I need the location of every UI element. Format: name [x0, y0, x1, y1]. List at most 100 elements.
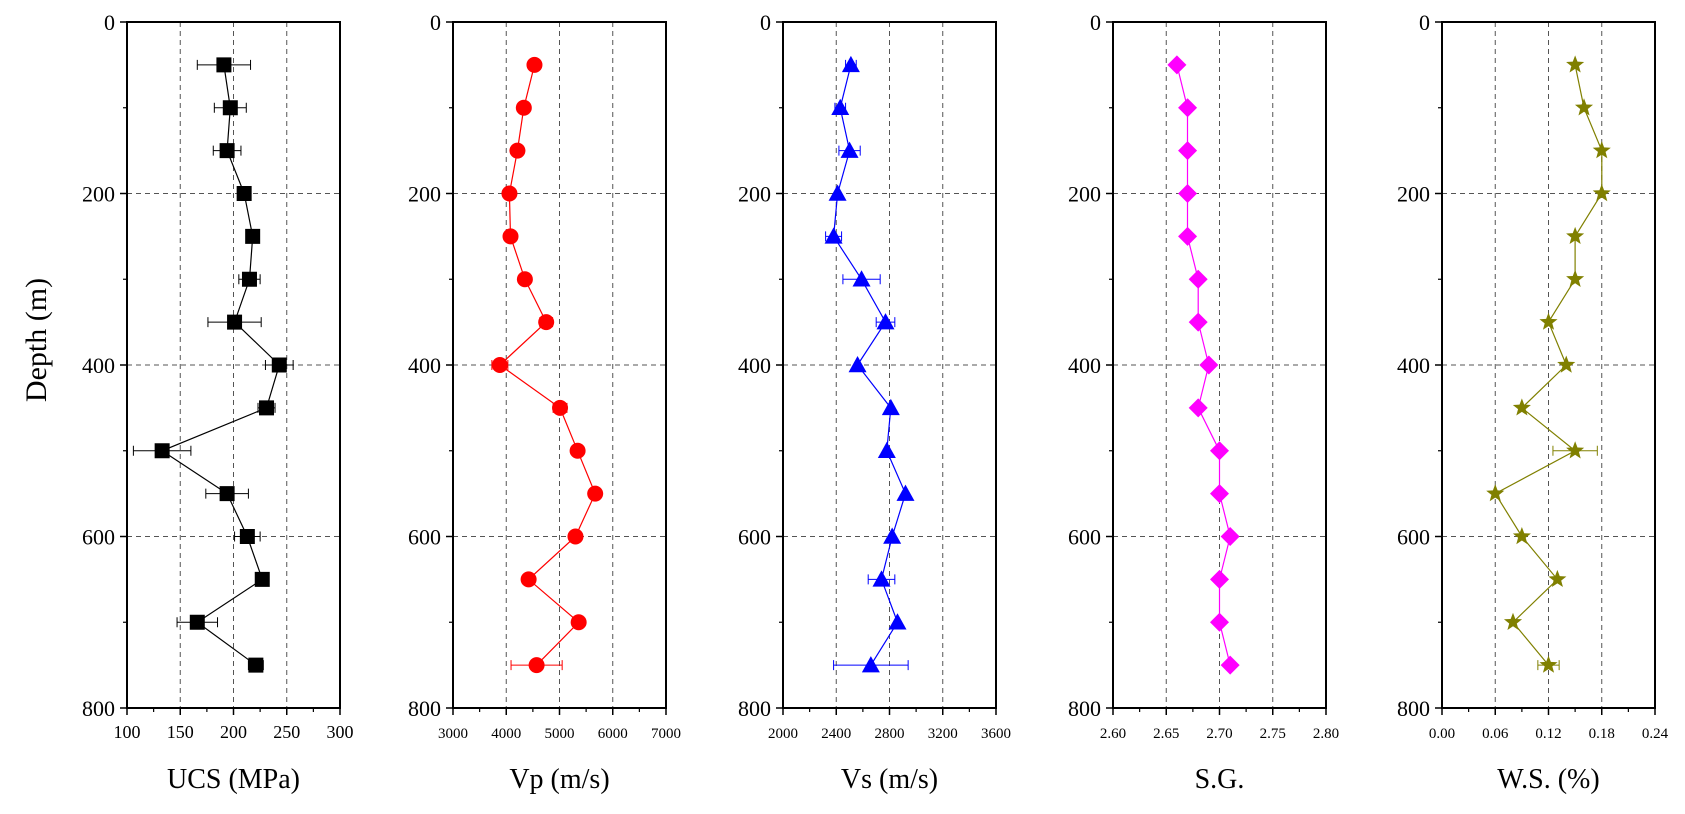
data-point	[248, 657, 264, 673]
x-tick-label: 4000	[491, 726, 521, 742]
data-point	[876, 313, 895, 330]
y-axis-label: Depth (m)	[20, 278, 53, 402]
data-point	[154, 443, 170, 459]
x-tick-label: 0.00	[1429, 726, 1455, 742]
data-point	[236, 186, 252, 201]
data-point	[570, 614, 587, 631]
chart-panel-4: 2.60 2.65 2.70 2.75 2.80 0 200 400 600 800 S.G.	[1068, 10, 1339, 795]
data-point	[1178, 226, 1198, 246]
chart-panel-2: 3000 4000 5000 6000 7000 0 200 400 600 800 Vp (m/s…	[408, 10, 681, 795]
data-point	[1512, 527, 1531, 545]
x-tick-label: 250	[273, 722, 300, 742]
data-point	[1210, 441, 1229, 461]
data-point	[587, 485, 604, 502]
data-point	[896, 484, 915, 501]
y-tick-label: 0	[1090, 10, 1101, 35]
x-tick-label: 200	[220, 722, 247, 742]
data-point	[241, 271, 257, 287]
data-point	[1486, 484, 1505, 502]
y-tick-label: 400	[1397, 353, 1430, 378]
data-point	[1574, 98, 1594, 116]
x-tick-label: 2.75	[1260, 726, 1286, 742]
data-point	[841, 55, 860, 73]
x-tick-label: 2800	[875, 726, 905, 742]
data-point	[567, 528, 584, 545]
data-point	[259, 400, 275, 416]
data-point	[189, 614, 205, 630]
x-tick-label: 150	[167, 722, 194, 742]
y-tick-label: 0	[104, 10, 115, 35]
x-tick-label: 6000	[598, 726, 628, 742]
data-point	[824, 227, 843, 244]
y-tick-label: 400	[82, 353, 115, 378]
y-tick-label: 400	[1068, 353, 1101, 378]
data-point	[254, 571, 270, 587]
y-tick-label: 0	[430, 10, 441, 35]
data-point	[491, 357, 508, 373]
data-point	[1539, 312, 1558, 330]
data-point	[1178, 98, 1198, 118]
data-point	[828, 184, 847, 201]
y-tick-label: 800	[738, 696, 771, 721]
y-tick-label: 0	[1419, 10, 1430, 35]
y-tick-label: 200	[1068, 182, 1101, 207]
data-point	[1592, 184, 1611, 202]
data-point	[569, 442, 586, 459]
data-point	[888, 613, 907, 630]
x-tick-label: 2.70	[1206, 726, 1232, 742]
x-tick-label: 300	[327, 722, 354, 742]
data-point	[216, 57, 232, 73]
data-point	[840, 141, 859, 158]
data-point	[516, 271, 533, 288]
y-tick-label: 600	[1397, 525, 1430, 550]
data-point	[245, 228, 261, 244]
data-point	[1548, 569, 1567, 588]
data-point	[502, 228, 519, 245]
chart-panel-3: 2000 2400 2800 3200 3600 0 200 400 600 800 Vs (m/s…	[738, 10, 1011, 795]
data-point	[509, 142, 526, 159]
data-point	[831, 98, 850, 115]
x-tick-label: 0.18	[1589, 726, 1615, 742]
data-point	[1188, 312, 1208, 332]
data-point	[861, 656, 880, 673]
data-point	[1566, 226, 1585, 245]
x-tick-label: 7000	[651, 726, 681, 742]
y-tick-label: 600	[408, 525, 441, 550]
y-tick-label: 400	[738, 353, 771, 378]
data-point	[552, 399, 569, 416]
x-tick-label: 0.12	[1535, 726, 1561, 742]
y-tick-label: 200	[408, 182, 441, 207]
data-point	[1188, 398, 1208, 418]
x-tick-label: 3000	[438, 726, 468, 742]
y-tick-label: 800	[1068, 696, 1101, 721]
y-tick-label: 600	[82, 525, 115, 550]
y-tick-label: 200	[1397, 182, 1430, 207]
data-point	[1566, 269, 1585, 287]
x-tick-label: 5000	[545, 726, 575, 742]
x-axis-label: Vs (m/s)	[841, 764, 938, 795]
data-point	[271, 357, 287, 373]
data-point	[1199, 355, 1219, 375]
data-point	[1220, 527, 1240, 546]
data-point	[1566, 441, 1585, 459]
data-point	[1539, 655, 1558, 673]
data-point	[1210, 484, 1229, 504]
data-point	[1167, 55, 1187, 75]
data-point	[1188, 269, 1208, 289]
data-point	[239, 529, 255, 544]
data-point	[1210, 569, 1229, 589]
x-axis-label: Vp (m/s)	[509, 764, 609, 795]
x-tick-label: 0.24	[1642, 726, 1669, 742]
y-tick-label: 800	[408, 696, 441, 721]
chart-panel-1: 100 150 200 250 300 0 200 400 600 800 UCS (MPa)	[82, 10, 354, 795]
x-tick-label: 2.60	[1100, 726, 1126, 742]
data-point	[872, 570, 891, 587]
x-axis-label: UCS (MPa)	[167, 764, 300, 795]
data-point	[222, 100, 238, 116]
y-tick-label: 200	[738, 182, 771, 207]
data-point	[852, 270, 871, 287]
x-tick-label: 3600	[981, 726, 1011, 742]
x-tick-label: 100	[114, 722, 141, 742]
